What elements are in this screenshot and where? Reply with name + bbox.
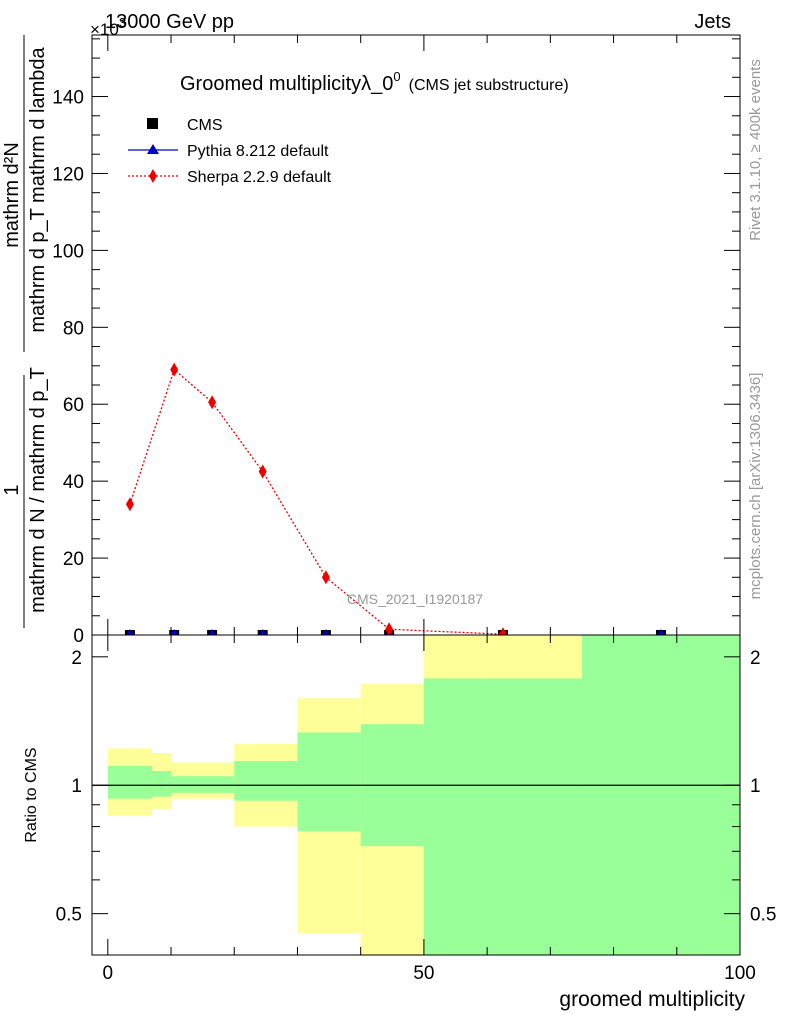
y-tick-label: 80: [63, 318, 84, 339]
sherpa-data-point: [125, 497, 134, 512]
pythia-data-point: [657, 629, 665, 635]
pythia-data-point: [259, 629, 267, 635]
ratio-y-tick-label: 0.5: [56, 905, 82, 926]
y-tick-label: 140: [52, 88, 84, 109]
energy-label: 13000 GeV pp: [105, 11, 234, 33]
sherpa-data-point: [170, 362, 179, 377]
y-label-denom: mathrm d p_T mathrm d lambda: [27, 46, 49, 332]
ratio-y-tick-label: 1: [71, 776, 82, 797]
sherpa-data-point: [208, 395, 217, 410]
legend-cms-marker: [147, 118, 158, 129]
legend-sherpa-marker: [149, 169, 157, 183]
y-tick-label: 120: [52, 164, 84, 185]
y-tick-label: 0: [73, 626, 84, 647]
legend-pythia-label: Pythia 8.212 default: [187, 143, 329, 160]
pythia-data-point: [170, 629, 178, 635]
green-uncertainty-bar: [487, 678, 582, 955]
y-tick-label: 100: [52, 241, 84, 262]
sherpa-data-point: [498, 627, 507, 635]
green-uncertainty-bar: [234, 760, 298, 801]
legend-sherpa-label: Sherpa 2.2.9 default: [187, 169, 332, 186]
green-uncertainty-bar: [581, 635, 740, 955]
sherpa-data-point: [258, 464, 267, 479]
pythia-data-point: [322, 629, 330, 635]
analysis-label: CMS_2021_I1920187: [347, 591, 483, 607]
rivet-label: Rivet 3.1.10, ≥ 400k events: [747, 59, 764, 241]
ratio-y-tick-label-right: 0.5: [750, 905, 776, 926]
x-axis-label: groomed multiplicity: [559, 988, 745, 1011]
pythia-data-point: [208, 629, 216, 635]
sherpa-data-point: [321, 570, 330, 585]
legend: CMS Pythia 8.212 default Sherpa 2.2.9 de…: [128, 117, 332, 186]
green-uncertainty-bar: [152, 770, 172, 797]
sherpa-data-point: [385, 622, 394, 635]
ratio-y-tick-label-right: 1: [750, 776, 761, 797]
x-tick-label: 0: [103, 963, 114, 984]
x-tick-label: 100: [724, 963, 756, 984]
ratio-y-label: Ratio to CMS: [23, 747, 40, 842]
category-label: Jets: [694, 11, 731, 33]
ratio-plot-frame: [91, 634, 741, 956]
green-uncertainty-bar: [423, 678, 488, 955]
plot-title: Groomed multiplicityλ_00(CMS jet substru…: [180, 69, 569, 95]
green-uncertainty-bar: [107, 765, 134, 799]
legend-cms-label: CMS: [187, 117, 223, 134]
ratio-y-tick-label: 2: [71, 648, 82, 669]
y-label-numer: mathrm d²N: [1, 142, 23, 248]
mcplots-label: mcplots.cern.ch [arXiv:1306.3436]: [747, 373, 764, 600]
y-tick-label: 60: [63, 395, 84, 416]
x-tick-label: 50: [413, 963, 434, 984]
green-uncertainty-bar: [171, 776, 235, 793]
ratio-y-tick-label-right: 2: [750, 648, 761, 669]
y-tick-label: 20: [63, 549, 84, 570]
green-uncertainty-bar: [133, 765, 153, 799]
y-tick-label: 40: [63, 472, 84, 493]
y-axis-label: 1 mathrm d N / mathrm d p_T mathrm d²N m…: [1, 35, 49, 628]
y-label-prefix-denom: mathrm d N / mathrm d p_T: [27, 367, 49, 613]
legend-pythia-marker: [147, 144, 159, 154]
pythia-data-point: [126, 629, 134, 635]
y-multiplier: ×103: [90, 15, 126, 39]
y-label-prefix: 1: [1, 484, 23, 495]
green-uncertainty-bar: [297, 732, 361, 832]
